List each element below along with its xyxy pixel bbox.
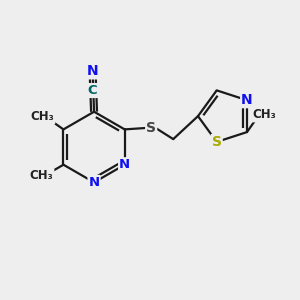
Text: CH₃: CH₃	[253, 108, 276, 122]
Text: CH₃: CH₃	[31, 110, 54, 123]
Text: CH₃: CH₃	[30, 169, 53, 182]
Text: N: N	[88, 176, 100, 189]
Text: N: N	[119, 158, 130, 171]
Text: S: S	[212, 135, 222, 149]
Text: N: N	[87, 64, 98, 78]
Text: S: S	[146, 121, 156, 135]
Text: C: C	[88, 84, 98, 97]
Text: N: N	[241, 93, 253, 107]
